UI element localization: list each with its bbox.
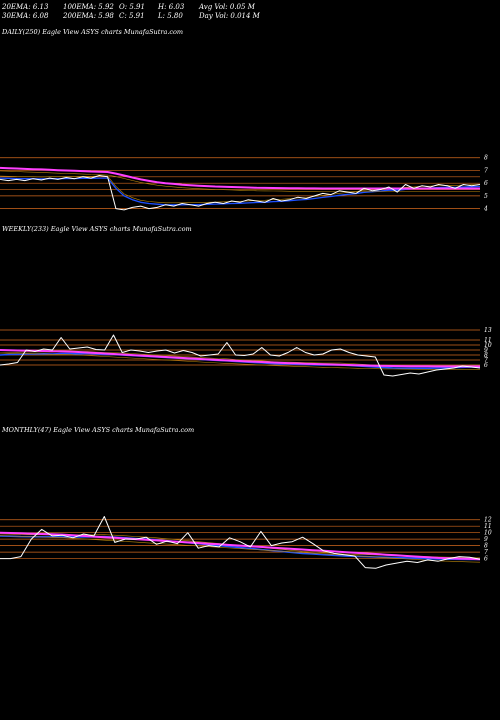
daily-y-tick: 5 bbox=[484, 193, 488, 200]
open-stat: O: 5.91 bbox=[119, 3, 145, 11]
monthly-y-tick: 11 bbox=[484, 523, 492, 530]
weekly-y-tick: 8 bbox=[484, 352, 488, 359]
weekly-panel-label: WEEKLY(233) Eagle View ASYS charts Munaf… bbox=[2, 225, 192, 233]
monthly-y-tick: 10 bbox=[484, 530, 492, 537]
high-stat: H: 6.03 bbox=[158, 3, 185, 11]
monthly-y-tick: 8 bbox=[484, 543, 488, 550]
day-vol-stat: Day Vol: 0.014 M bbox=[199, 12, 260, 20]
daily-panel-label: DAILY(250) Eagle View ASYS charts Munafa… bbox=[2, 28, 184, 36]
weekly-y-tick: 6 bbox=[484, 362, 488, 369]
weekly-ema-band-line bbox=[0, 352, 480, 370]
weekly-y-tick: 9 bbox=[484, 347, 488, 354]
ema30-stat: 30EMA: 6.08 bbox=[2, 12, 49, 20]
weekly-y-tick: 13 bbox=[484, 327, 492, 334]
daily-ema200-line bbox=[0, 166, 480, 190]
low-stat: L: 5.80 bbox=[158, 12, 183, 20]
monthly-y-tick: 9 bbox=[484, 536, 488, 543]
monthly-price-line bbox=[0, 516, 481, 569]
weekly-y-tick: 11 bbox=[484, 337, 492, 344]
ema20-stat: 20EMA: 6.13 bbox=[2, 3, 49, 11]
weekly-y-tick: 10 bbox=[484, 342, 492, 349]
weekly-y-tick: 7 bbox=[484, 357, 488, 364]
daily-y-tick: 4 bbox=[483, 206, 488, 213]
daily-y-tick: 6 bbox=[484, 180, 488, 187]
avg-vol-stat: Avg Vol: 0.05 M bbox=[199, 3, 255, 11]
weekly-ema_slow-line bbox=[0, 349, 480, 368]
ema100-stat: 100EMA: 5.92 bbox=[63, 3, 114, 11]
weekly-price-line bbox=[0, 334, 481, 377]
monthly-ema_fast-line bbox=[0, 535, 480, 561]
monthly-ema-band-line bbox=[0, 535, 481, 563]
monthly-y-tick: 12 bbox=[484, 517, 492, 524]
ema200-stat: 200EMA: 5.98 bbox=[63, 12, 114, 20]
daily-price-line bbox=[0, 175, 481, 211]
monthly-y-tick: 6 bbox=[484, 556, 488, 563]
monthly-panel-label: MONTHLY(47) Eagle View ASYS charts Munaf… bbox=[2, 426, 195, 434]
daily-ema-band-line bbox=[0, 170, 480, 192]
daily-chart: 8 7 6 5 4 bbox=[0, 155, 488, 213]
monthly-y-tick: 7 bbox=[484, 549, 488, 556]
close-stat: C: 5.91 bbox=[119, 12, 145, 20]
daily-y-tick: 7 bbox=[484, 167, 488, 174]
daily-y-tick: 8 bbox=[484, 155, 488, 162]
